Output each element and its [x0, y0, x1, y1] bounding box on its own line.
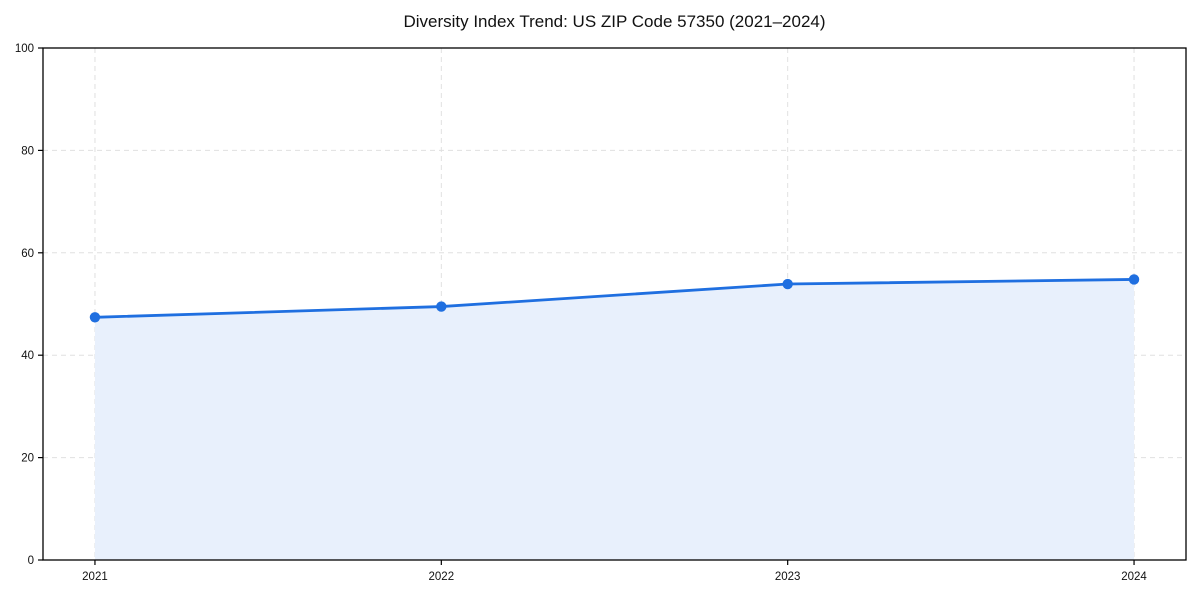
axis-ticks: 0 20 40 60 80 100 2021 2022 2023 2024: [15, 43, 1148, 583]
x-tick-label: 2022: [429, 571, 455, 583]
y-tick-label: 40: [21, 350, 34, 362]
data-point: [89, 312, 101, 323]
chart-title: Diversity Index Trend: US ZIP Code 57350…: [403, 12, 826, 31]
data-point: [782, 278, 793, 290]
y-tick-label: 100: [15, 43, 34, 55]
area-fill: [94, 279, 1135, 560]
y-tick-label: 80: [21, 145, 34, 157]
x-tick-label: 2023: [775, 571, 801, 583]
x-tick-label: 2024: [1121, 571, 1147, 583]
x-tick-label: 2021: [82, 571, 108, 583]
y-tick-label: 20: [21, 453, 34, 465]
plot-frame: [42, 47, 1187, 561]
y-tick-label: 60: [21, 248, 34, 260]
data-point: [1128, 274, 1140, 285]
y-tick-label: 0: [28, 555, 34, 567]
trend-line: [93, 278, 1136, 319]
data-points: [89, 274, 1140, 323]
data-point: [436, 301, 447, 312]
